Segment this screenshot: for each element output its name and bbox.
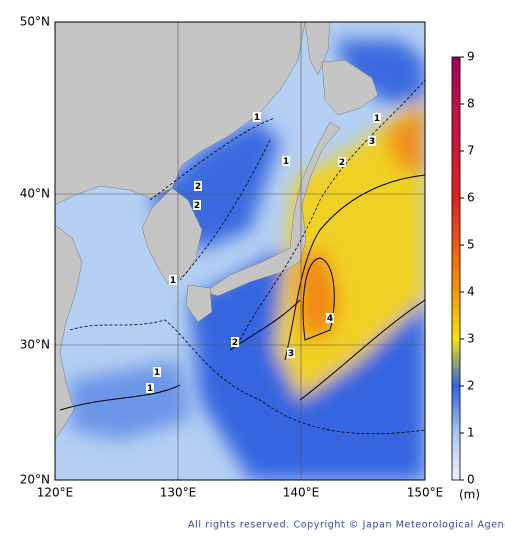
contour-label: 3 — [288, 349, 294, 359]
contour-label-box — [326, 313, 334, 323]
colorbar-unit: (m) — [459, 488, 480, 502]
contour-label: 2 — [339, 158, 345, 168]
contour-label-box — [373, 113, 381, 123]
contour-label: 1 — [170, 276, 176, 286]
contour-label: 1 — [283, 157, 289, 167]
contour-label-box — [368, 136, 376, 146]
contour-label-box — [287, 348, 295, 358]
colorbar-tick-label: 5 — [467, 238, 475, 252]
lat-label: 30°N — [20, 338, 50, 352]
contour-label: 1 — [147, 384, 153, 394]
contour-label: 3 — [369, 137, 375, 147]
contour-label: 2 — [195, 182, 201, 192]
contour-label-box — [146, 383, 154, 393]
colorbar-tick-label: 0 — [467, 473, 475, 487]
contour-label: 1 — [254, 113, 260, 123]
contour-label: 2 — [194, 201, 200, 211]
lat-label: 40°N — [20, 187, 50, 201]
colorbar-tick-label: 2 — [467, 379, 475, 393]
contour-label-box — [169, 275, 177, 285]
contour-label: 1 — [154, 368, 160, 378]
lon-label: 150°E — [407, 486, 444, 500]
colorbar-tick-label: 9 — [467, 50, 475, 64]
lon-label: 130°E — [160, 486, 197, 500]
colorbar — [451, 56, 461, 481]
colorbar-tick-label: 8 — [467, 97, 475, 111]
lat-label: 20°N — [20, 473, 50, 487]
contour-label-box — [194, 181, 202, 191]
colorbar-tick-label: 6 — [467, 191, 475, 205]
contour-label-box — [253, 112, 261, 122]
copyright: All rights reserved. Copyright © Japan M… — [188, 520, 505, 531]
map-frame — [54, 21, 426, 481]
contour-label-box — [193, 200, 201, 210]
colorbar-tick-label: 7 — [467, 144, 475, 158]
lon-label: 140°E — [283, 486, 320, 500]
colorbar-tick-label: 4 — [467, 285, 475, 299]
contour-label: 2 — [232, 338, 238, 348]
contour-label-box — [153, 367, 161, 377]
colorbar-tick-label: 3 — [467, 332, 475, 346]
contour-label-box — [282, 156, 290, 166]
contour-label-box — [338, 157, 346, 167]
colorbar-tick-label: 1 — [467, 426, 475, 440]
lat-label: 50°N — [20, 15, 50, 29]
lon-label: 120°E — [37, 486, 74, 500]
contour-label-box — [231, 337, 239, 347]
contour-label: 4 — [327, 314, 333, 324]
contour-label: 1 — [374, 114, 380, 124]
